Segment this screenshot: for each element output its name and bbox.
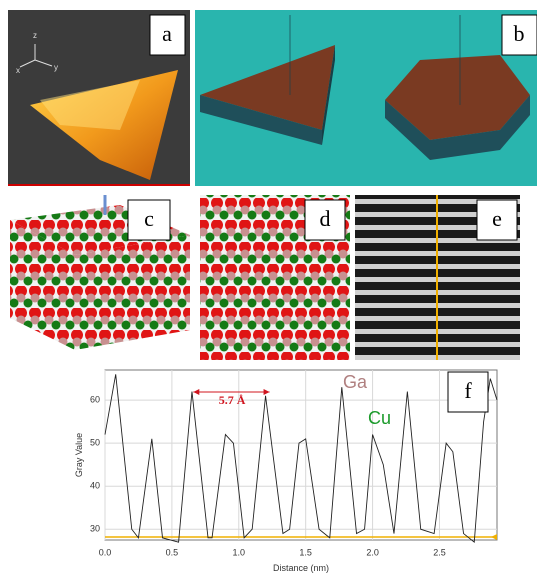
x-tick-label: 1.5	[299, 547, 312, 557]
x-tick-label: 2.0	[366, 547, 379, 557]
spacing-label: 5.7 Å	[219, 393, 246, 407]
axis-label: x	[16, 66, 20, 75]
axis-label: y	[54, 63, 58, 72]
panel-f	[105, 370, 497, 540]
panel-label: a	[162, 21, 172, 46]
ga-label: Ga	[343, 372, 368, 392]
x-tick-label: 1.0	[233, 547, 246, 557]
y-tick-label: 40	[90, 481, 100, 491]
figure: z x y a b c d e	[0, 0, 537, 576]
panel-a: z x y a	[8, 10, 190, 186]
y-tick-label: 50	[90, 438, 100, 448]
panel-label: d	[320, 206, 331, 231]
panel-d: d	[200, 195, 350, 360]
panel-label: e	[492, 206, 502, 231]
x-tick-label: 0.0	[99, 547, 112, 557]
panel-label: b	[514, 21, 525, 46]
y-axis-label: Gray Value	[74, 433, 84, 477]
x-tick-label: 2.5	[433, 547, 446, 557]
cu-label: Cu	[368, 408, 391, 428]
x-tick-label: 0.5	[166, 547, 179, 557]
y-tick-label: 60	[90, 395, 100, 405]
panel-label: c	[144, 206, 154, 231]
axis-label: z	[33, 31, 37, 40]
panel-b: b	[195, 10, 537, 186]
panel-label: f	[464, 378, 472, 403]
panel-e: e	[355, 195, 520, 360]
y-tick-label: 30	[90, 524, 100, 534]
x-axis-label: Distance (nm)	[273, 563, 329, 573]
panel-c: c	[10, 195, 190, 350]
